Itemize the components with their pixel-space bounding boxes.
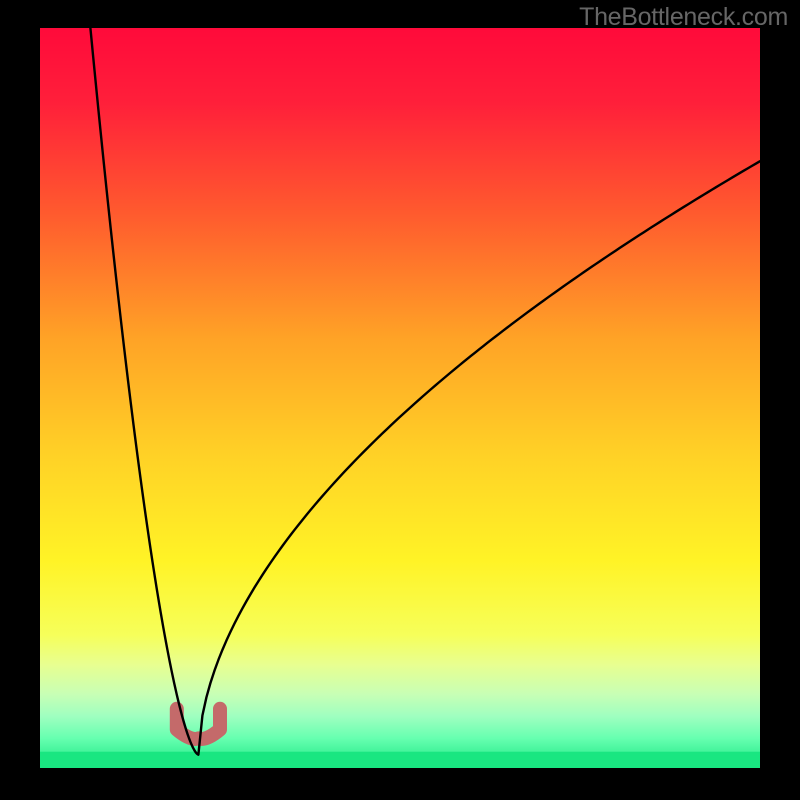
chart-svg xyxy=(40,28,760,768)
chart-background xyxy=(40,28,760,768)
bottleneck-chart xyxy=(40,28,760,768)
chart-baseline-band xyxy=(40,752,760,768)
